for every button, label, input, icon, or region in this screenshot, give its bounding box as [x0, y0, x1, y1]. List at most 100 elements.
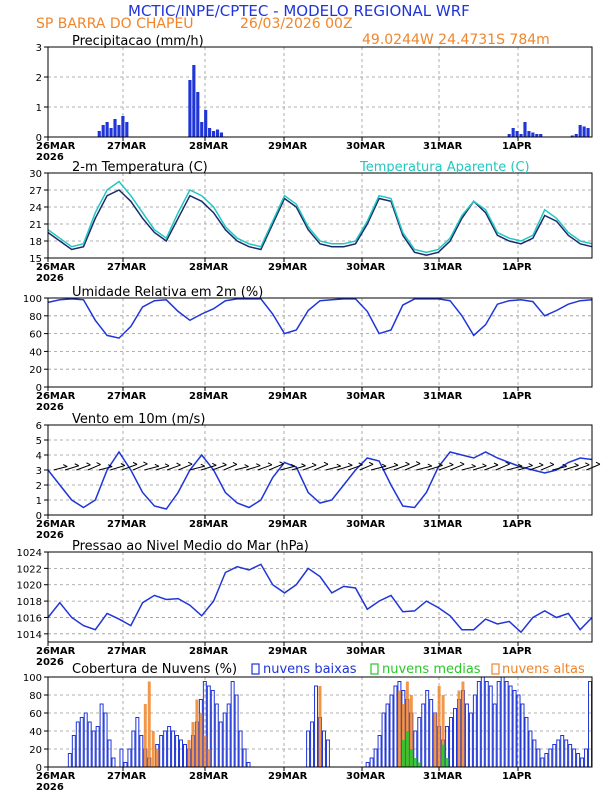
wind-tick-label: 2: [36, 481, 42, 492]
wind-vector: [586, 463, 601, 471]
cloud-low-bar: [524, 717, 529, 768]
wind-vector: [427, 464, 443, 471]
cloud-low-bar: [484, 681, 489, 768]
cloud-high-bar: [397, 690, 401, 767]
precip-bar: [101, 125, 105, 137]
temperature-date-label: 29MAR: [268, 262, 308, 273]
cloud-low-bar: [183, 744, 187, 768]
cloud-low-bar: [67, 753, 72, 768]
cloud-low-bar: [576, 753, 581, 768]
precipitation-tick-label: 2: [36, 73, 42, 84]
wind-vector: [416, 465, 432, 471]
humidity-year-label: 2026: [36, 402, 64, 413]
temperature-panel: 26MAR 27MAR 28MAR 29MAR 30MAR 31MAR 1APR 2026 15…: [29, 160, 593, 284]
humidity-date-label: 28MAR: [189, 391, 229, 402]
wind-vector: [370, 465, 387, 471]
cloud-high-bar: [433, 713, 437, 767]
cloud-low-bar: [123, 762, 128, 768]
wind-vector: [212, 464, 227, 471]
wind-vector: [472, 465, 487, 471]
cloud-low-bar: [464, 703, 469, 768]
temperature-year-label: 2026: [36, 273, 64, 284]
cloud-tick-label: 100: [23, 673, 42, 684]
temperature-date-label: 1APR: [502, 262, 532, 273]
pressure-date-label: 1APR: [502, 646, 532, 657]
cloud-low-bar: [222, 712, 227, 768]
humidity-grid: [48, 298, 592, 387]
wind-vector: [382, 464, 399, 471]
wind-tick-label: 5: [36, 436, 42, 447]
pressure-tick-label: 1018: [17, 597, 42, 608]
wind-grid: [48, 425, 592, 515]
wind-vector: [223, 463, 238, 471]
humidity-series-line-1: [47, 298, 593, 339]
cloud-high-bar: [437, 686, 441, 767]
precipitation-tick-label: 1: [36, 103, 42, 114]
wind-vector: [302, 464, 317, 471]
cloud-date-label: 27MAR: [107, 771, 147, 782]
humidity-tick-label: 20: [29, 365, 42, 376]
wind-vector: [200, 464, 217, 471]
wind-vector-head: [381, 463, 387, 467]
cloud-year-label: 2026: [36, 782, 64, 792]
cloud-low-bar: [512, 690, 517, 768]
wind-vector-head: [143, 461, 148, 465]
cloud-bars: [67, 676, 592, 768]
legend-baixas-swatch: [251, 663, 260, 675]
precipitation-bars: [97, 65, 590, 137]
precip-bar: [97, 131, 101, 137]
temperature-date-label: 26MAR: [36, 262, 76, 273]
wind-series-line-1: [47, 450, 593, 510]
wind-vector: [540, 464, 555, 471]
cloud-high-bar: [401, 704, 405, 767]
cloud-low-bar: [210, 690, 215, 768]
cloud-high-bar: [318, 686, 322, 767]
cloud-high-bar: [457, 690, 461, 767]
cloud-low-bar: [87, 721, 92, 768]
wind-vector-head: [222, 462, 227, 466]
pressure-tick-label: 1024: [17, 548, 42, 559]
legend-medias-label: nuvens medias: [382, 662, 481, 677]
temperature-grid: [48, 173, 592, 258]
precipitation-date-label: 30MAR: [346, 141, 386, 152]
cloud-low-bar: [580, 757, 585, 768]
temperature-tick-label: 30: [29, 169, 42, 180]
wind-tick-label: 1: [36, 496, 42, 507]
precipitation-title: Precipitacao (mm/h): [72, 34, 204, 49]
cloud-low-bar: [171, 730, 176, 768]
precip-bar: [578, 125, 582, 137]
pressure-date-label: 29MAR: [268, 646, 308, 657]
header-coords: 49.0244W 24.4731S 784m: [362, 32, 550, 48]
precip-bar: [582, 126, 586, 137]
legend-baixas-label: nuvens baixas: [263, 662, 357, 677]
wind-vector: [393, 463, 410, 471]
wind-vector-head: [267, 462, 273, 466]
wind-vector: [234, 466, 249, 471]
cloud-low-bar: [584, 748, 589, 768]
wind-vector: [280, 465, 295, 471]
wind-vector-head: [348, 462, 353, 466]
wind-vector-head: [427, 463, 433, 467]
humidity-date-label: 1APR: [502, 391, 532, 402]
cloud-low-bar: [560, 735, 565, 768]
cloud-low-bar: [480, 676, 485, 768]
temperature-tick-label: 21: [29, 220, 42, 231]
cloud-tick-label: 0: [36, 763, 42, 774]
humidity-line: [47, 298, 593, 339]
precip-bar: [519, 134, 523, 137]
wind-vector: [189, 465, 205, 471]
precip-bar: [515, 131, 519, 137]
precip-bar: [539, 134, 543, 137]
humidity-frame: [47, 297, 593, 388]
wind-vector-head: [415, 461, 421, 465]
cloud-low-bar: [103, 712, 108, 768]
wind-vector-head: [574, 462, 579, 466]
pressure-panel: 26MAR 27MAR 28MAR 29MAR 30MAR 31MAR 1APR 2026 10…: [17, 539, 593, 668]
wind-vector: [495, 463, 510, 471]
legend-altas-label: nuvens altas: [502, 662, 585, 677]
pressure-frame: [47, 551, 593, 643]
cloud-low-bar: [369, 757, 374, 768]
legend-medias-swatch: [370, 663, 379, 675]
wind-vector-head: [493, 462, 499, 466]
